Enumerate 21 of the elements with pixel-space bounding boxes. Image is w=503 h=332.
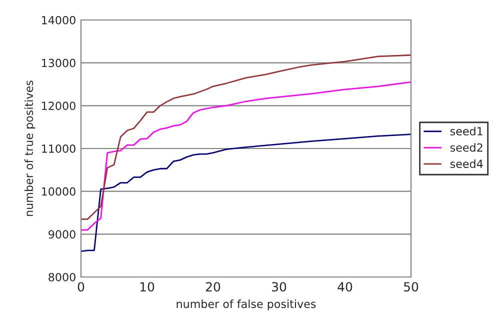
y-tick-label: 10000 [42, 187, 76, 196]
legend-label: seed4 [450, 159, 483, 168]
x-tick-label: 40 [338, 282, 352, 292]
x-tick-label: 30 [272, 282, 286, 292]
legend-label: seed2 [450, 143, 482, 152]
line-series [81, 54, 411, 220]
legend-label: seed1 [450, 126, 482, 136]
y-tick-label: 11000 [42, 144, 76, 153]
y-tick-label: 14000 [42, 16, 76, 24]
x-tick-label: 20 [206, 282, 220, 292]
x-axis-title: number of false positives [176, 300, 316, 310]
x-tick-label: 0 [78, 282, 84, 292]
y-axis-title: number of true positives [24, 80, 36, 216]
x-tick-label: 10 [140, 282, 154, 292]
y-tick-label: 9000 [48, 230, 76, 239]
line-series [81, 134, 411, 252]
x-tick-label: 50 [404, 282, 418, 292]
y-tick-label: 13000 [42, 58, 76, 68]
y-tick-label: 8000 [48, 272, 76, 282]
line-series [81, 81, 411, 231]
y-tick-label: 12000 [42, 102, 76, 110]
